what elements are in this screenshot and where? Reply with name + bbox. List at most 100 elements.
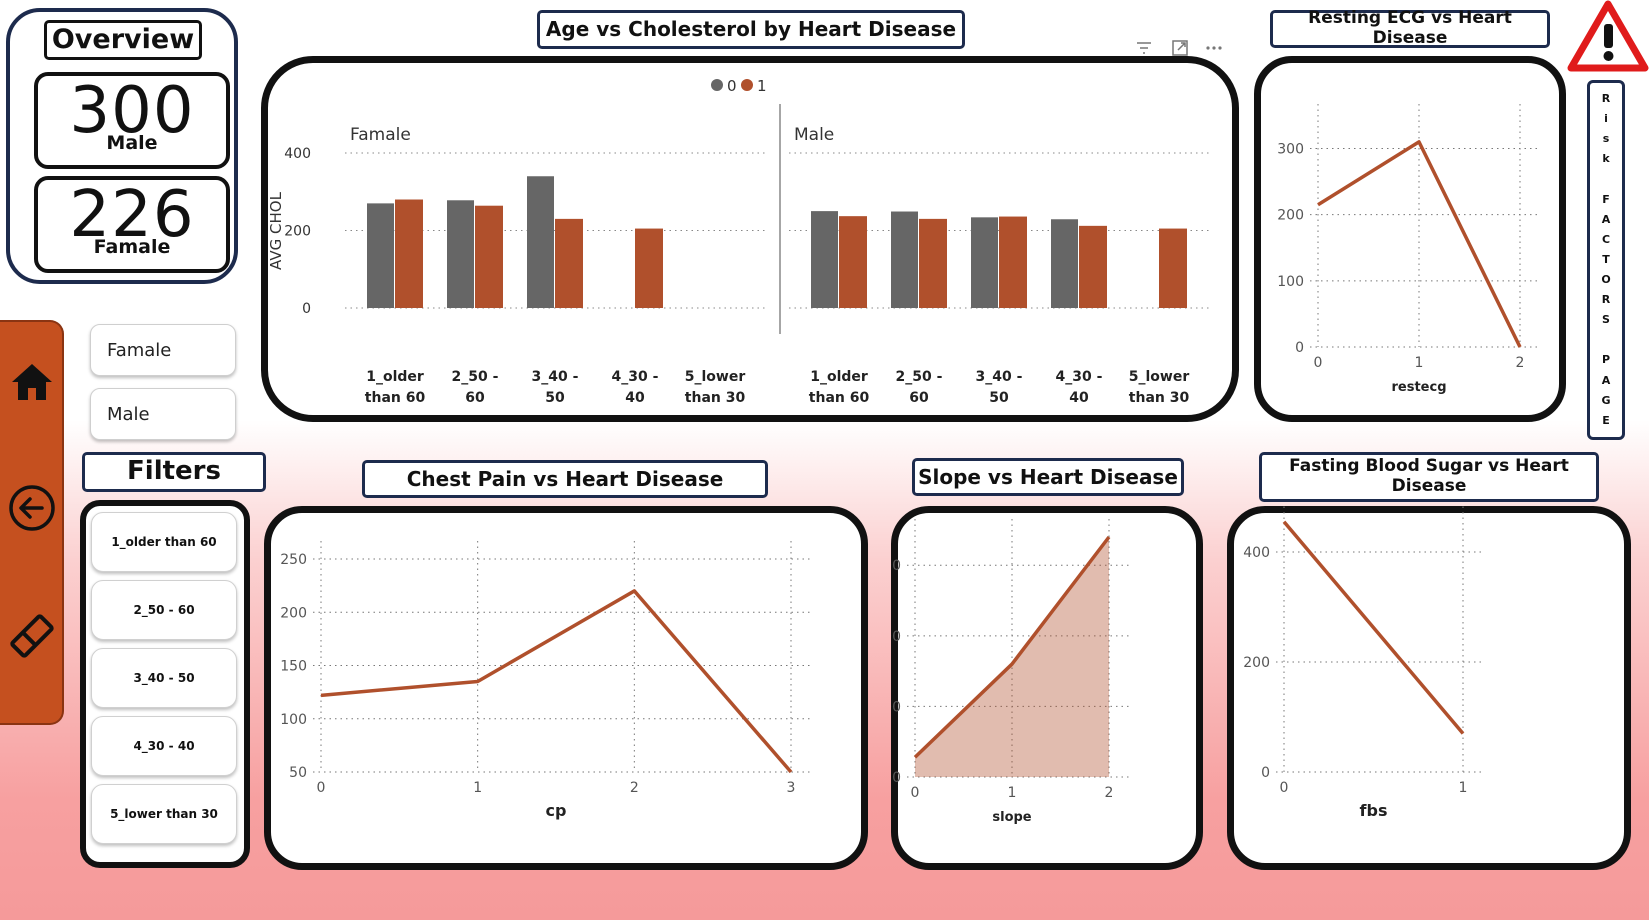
y-tick-label: 0 [1261,765,1270,781]
x-tick-label: 3 [787,780,796,796]
y-tick-label: 50 [289,765,307,781]
x-tick-label: than 60 [365,390,426,406]
series-line [1282,520,1465,735]
y-tick-label: 200 [1243,655,1270,671]
series-line [1317,140,1522,348]
slope-title: Slope vs Heart Disease [912,458,1184,496]
x-tick-label: 0 [1314,355,1323,371]
nav-rail [0,320,64,725]
x-tick-label: 5_lower [1129,369,1190,385]
x-axis-label: cp [546,801,567,820]
x-tick-label: 0 [911,785,920,801]
x-tick-label: 0 [317,780,326,796]
filter-age-group-1[interactable]: 1_older than 60 [91,512,237,572]
restecg-panel [1254,56,1566,422]
x-tick-label: 40 [625,390,645,406]
bar-famale-1 [475,205,503,308]
filter-age-group-5[interactable]: 5_lower than 30 [91,784,237,844]
kpi-male-label: Male [106,132,158,154]
kpi-female-value: 226 [69,178,195,252]
x-tick-label: 50 [545,390,565,406]
risk-letter: A [1601,373,1611,387]
y-tick-label: 250 [280,552,307,568]
cp-panel [264,506,868,870]
y-tick-label: 400 [284,146,311,162]
bar-male-1 [839,216,867,308]
x-tick-label: 0 [1280,780,1289,796]
x-tick-label: 50 [989,390,1009,406]
y-tick-label: 100 [280,712,307,728]
bar-male-0 [891,211,918,308]
y-tick-label: 200 [891,629,901,645]
filter-icon[interactable] [1134,38,1154,58]
more-options-icon[interactable] [1204,38,1224,58]
kpi-male-value: 300 [69,74,195,148]
legend-label-0: 0 [727,77,737,95]
x-tick-label: 1 [473,780,482,796]
y-tick-label: 0 [1295,340,1304,356]
x-tick-label: 1_older [366,369,424,385]
bar-male-1 [1079,225,1107,308]
y-tick-label: 0 [302,301,311,317]
x-tick-label: 3_40 - [532,369,579,385]
risk-letter: i [1604,112,1608,126]
bar-male-1 [1159,228,1187,308]
y-tick-label: 200 [284,224,311,240]
series-line [320,589,793,774]
x-tick-label: 2_50 - [896,369,943,385]
risk-letter: R [1601,293,1611,307]
risk-letter: S [1602,313,1610,327]
back-arrow-icon[interactable] [8,484,56,532]
x-tick-label: 1_older [810,369,868,385]
fbs-title: Fasting Blood Sugar vs Heart Disease [1259,452,1599,502]
x-tick-label: 3_40 - [976,369,1023,385]
y-tick-label: 0 [892,770,901,786]
x-tick-label: 2 [1516,355,1525,371]
risk-letter: E [1602,413,1610,427]
kpi-female-label: Famale [93,236,171,258]
age-chol-title: Age vs Cholesterol by Heart Disease [537,10,965,49]
focus-mode-icon[interactable] [1170,38,1190,58]
risk-letter: k [1602,152,1610,166]
slope-chart: 0 100 200 300 0 1 2 slope [891,519,1129,825]
x-tick-label: 5_lower [685,369,746,385]
filter-age-group-3[interactable]: 3_40 - 50 [91,648,237,708]
risk-letter: A [1601,212,1611,226]
x-axis-label: restecg [1391,380,1446,395]
x-tick-label: 1 [1008,785,1017,801]
restecg-title: Resting ECG vs Heart Disease [1270,9,1550,48]
kpi-female: 226 Famale [34,176,230,273]
cp-title: Chest Pain vs Heart Disease [362,460,768,498]
legend-marker-1 [741,79,753,91]
slope-panel [891,506,1203,870]
x-axis-label: slope [992,810,1031,825]
x-tick-label: 4_30 - [1056,369,1103,385]
risk-letter: T [1602,252,1610,266]
filter-age-group-4[interactable]: 4_30 - 40 [91,716,237,776]
x-tick-label: than 30 [1129,390,1190,406]
bar-famale-1 [555,218,583,308]
x-tick-label: than 60 [809,390,870,406]
risk-letter: C [1601,232,1611,246]
facet-label: Male [794,125,834,145]
fbs-panel [1227,506,1631,870]
y-tick-label: 300 [891,558,901,574]
bar-famale-0 [367,203,394,308]
y-tick-label: 200 [1277,208,1304,224]
bar-famale-1 [395,199,423,308]
facet-label: Famale [350,125,411,145]
x-tick-label: 60 [465,390,485,406]
slicer-male-button[interactable]: Male [90,388,236,440]
filters-title: Filters [82,452,266,492]
bar-male-0 [811,211,838,308]
slicer-famale-button[interactable]: Famale [90,324,236,376]
eraser-icon[interactable] [6,610,58,662]
x-axis-label: fbs [1360,801,1388,820]
y-tick-label: 400 [1243,545,1270,561]
risk-letter: P [1601,353,1611,367]
risk-letter: O [1601,273,1611,287]
risk-letter: G [1601,393,1611,407]
filter-age-group-2[interactable]: 2_50 - 60 [91,580,237,640]
home-icon[interactable] [10,360,54,404]
